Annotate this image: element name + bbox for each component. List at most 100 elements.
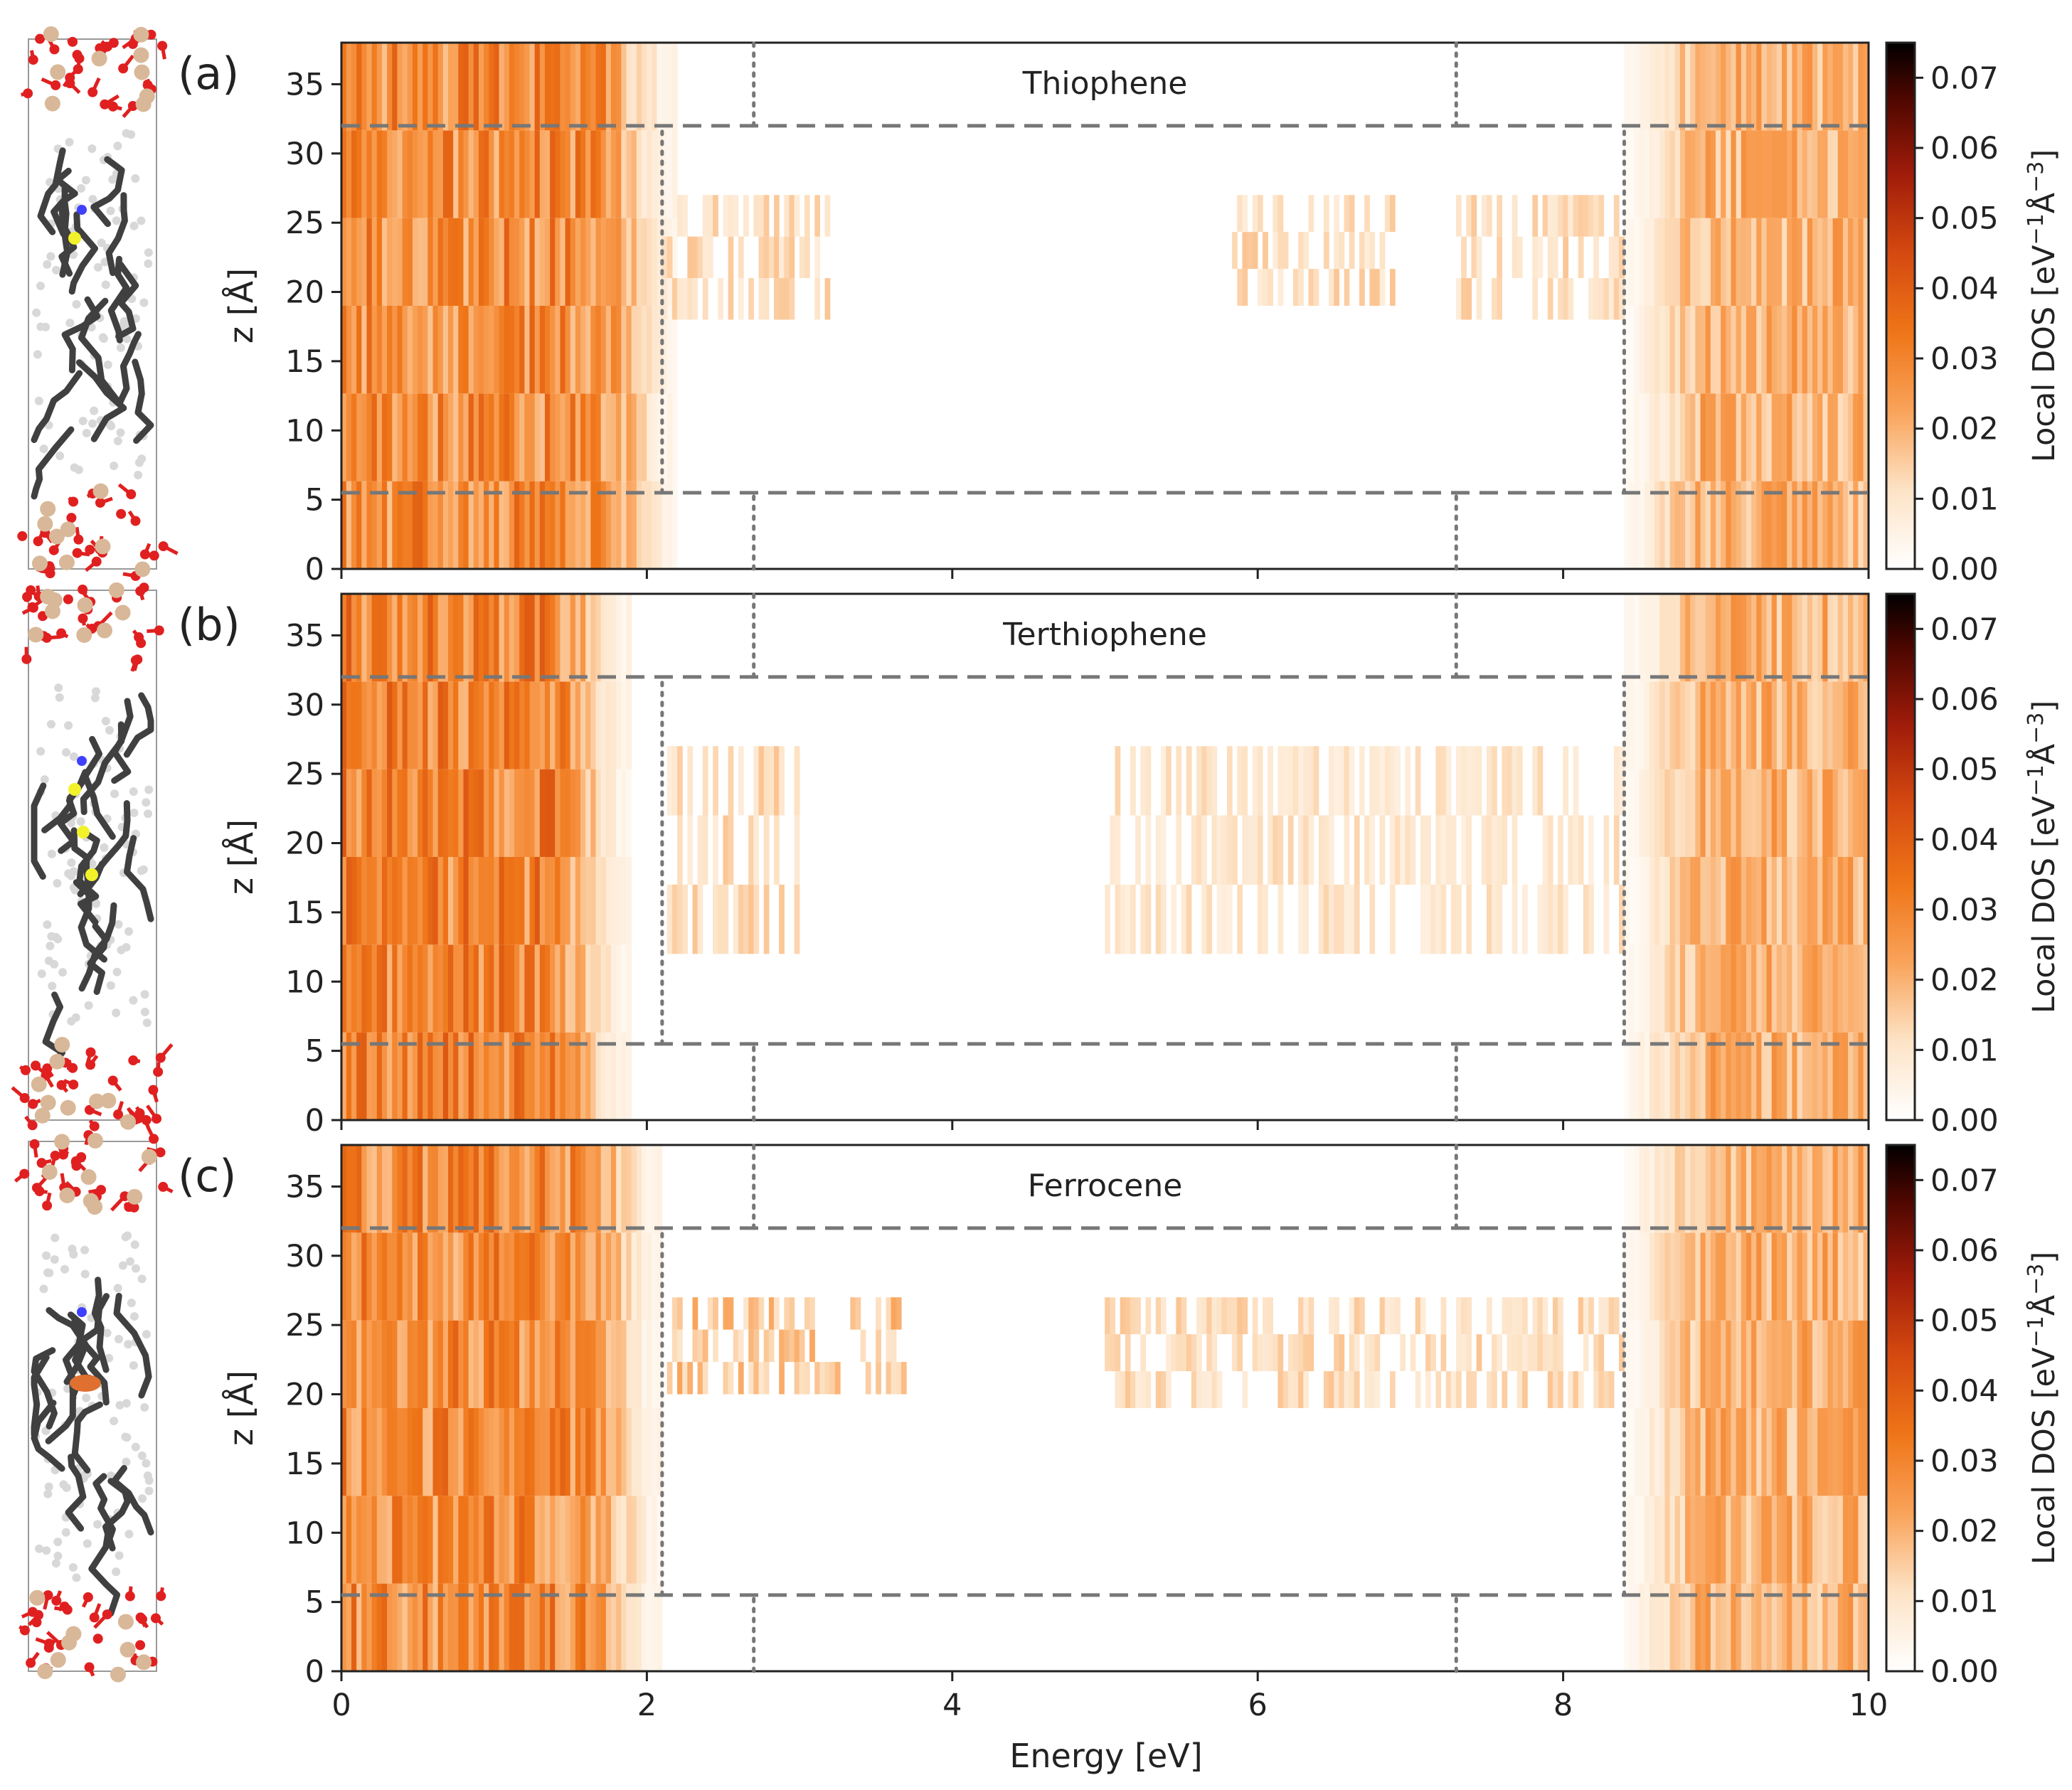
heatmap-cell — [585, 1408, 591, 1496]
hydrogen-atom — [36, 747, 46, 756]
heatmap-cell — [407, 218, 413, 306]
oxygen-atom — [70, 1157, 81, 1168]
hydrogen-atom — [46, 942, 55, 951]
heatmap-cell — [1700, 218, 1706, 306]
hydrogen-atom — [124, 927, 134, 936]
heatmap-cell — [427, 218, 434, 306]
heatmap-cell — [1746, 43, 1752, 131]
heatmap-cell — [524, 1583, 531, 1671]
heatmap-cell — [1782, 306, 1787, 394]
heatmap-cell — [1853, 1232, 1859, 1321]
heatmap-cell — [423, 481, 428, 569]
heatmap-cell — [779, 236, 785, 279]
heatmap-cell — [437, 1320, 444, 1408]
heatmap-cell — [1461, 1334, 1467, 1372]
heatmap-cell — [1537, 1334, 1544, 1372]
heatmap-cell — [585, 944, 591, 1033]
heatmap-cell — [478, 306, 484, 394]
heatmap-cell — [1761, 1408, 1768, 1496]
hydrogen-atom — [93, 262, 102, 272]
heatmap-cell — [1654, 1232, 1660, 1321]
hydrogen-atom — [80, 1245, 90, 1254]
silicon-atom — [141, 1149, 157, 1165]
heatmap-cell — [1237, 884, 1243, 954]
heatmap-cell — [418, 857, 423, 945]
heatmap-cell — [570, 218, 576, 306]
heatmap-cell — [1232, 232, 1238, 270]
heatmap-cell — [1741, 1032, 1747, 1120]
heatmap-cell — [432, 306, 439, 394]
heatmap-cell — [1613, 815, 1620, 885]
heatmap-cell — [580, 218, 586, 306]
heatmap-cell — [437, 43, 444, 131]
heatmap-cell — [539, 393, 546, 481]
hydrogen-atom — [84, 1001, 93, 1010]
heatmap-cell — [1710, 1496, 1716, 1584]
oxygen-atom — [153, 1067, 164, 1077]
heatmap-cell — [1807, 1583, 1813, 1671]
heatmap-cell — [1639, 769, 1645, 857]
heatmap-cell — [1695, 1583, 1701, 1671]
heatmap-cell — [504, 481, 510, 569]
heatmap-cell — [418, 769, 423, 857]
heatmap-cell — [463, 1145, 469, 1233]
heatmap-cell — [381, 1232, 388, 1321]
heatmap-cell — [1842, 1496, 1849, 1584]
heatmap-cell — [412, 481, 418, 569]
heatmap-cell — [509, 1145, 515, 1233]
heatmap-cell — [1155, 815, 1162, 885]
heatmap-cell — [1858, 857, 1864, 945]
heatmap-cell — [1863, 481, 1869, 569]
heatmap-cell — [371, 393, 378, 481]
heatmap-cell — [590, 393, 597, 481]
heatmap-cell — [1201, 1297, 1207, 1335]
heatmap-cell — [407, 1032, 413, 1120]
heatmap-cell — [534, 43, 541, 131]
heatmap-cell — [560, 1583, 566, 1671]
heatmap-cell — [1242, 815, 1248, 885]
heatmap-cell — [1171, 1334, 1176, 1372]
heatmap-cell — [611, 43, 617, 131]
heatmap-cell — [641, 306, 647, 394]
heatmap-cell — [1532, 236, 1539, 279]
heatmap-cell — [397, 130, 403, 218]
heatmap-cell — [595, 1032, 602, 1120]
heatmap-cell — [1863, 681, 1869, 769]
heatmap-cell — [611, 681, 617, 769]
heatmap-cell — [662, 481, 668, 569]
hydrogen-atom — [44, 1482, 53, 1491]
heatmap-cell — [550, 1583, 556, 1671]
heatmap-cell — [1166, 1334, 1172, 1372]
heatmap-cell — [652, 393, 658, 481]
hydrogen-atom — [82, 1393, 91, 1402]
heatmap-cell — [585, 1232, 591, 1321]
heatmap-cell — [657, 306, 663, 394]
heatmap-cell — [575, 481, 581, 569]
heatmap-cell — [1497, 884, 1503, 954]
heatmap-cell — [1649, 481, 1655, 569]
heatmap-cell — [1644, 857, 1650, 945]
heatmap-cell — [1629, 681, 1635, 769]
heatmap-cell — [418, 1496, 423, 1584]
heatmap-cell — [356, 1145, 362, 1233]
oxygen-atom — [85, 1047, 96, 1058]
y-tick-label: 20 — [285, 275, 324, 311]
heatmap-cell — [1649, 1032, 1655, 1120]
heatmap-cell — [1669, 1408, 1676, 1496]
heatmap-cell — [662, 393, 668, 481]
heatmap-cell — [1466, 1371, 1472, 1408]
heatmap-cell — [590, 481, 597, 569]
heatmap-cell — [570, 681, 576, 769]
colorbar — [1885, 41, 1916, 570]
heatmap-cell — [794, 815, 800, 885]
oxygen-atom — [66, 513, 77, 523]
heatmap-cell — [1669, 1320, 1676, 1408]
heatmap-cell — [346, 130, 352, 218]
y-axis-label: z [Å] — [222, 819, 260, 895]
hydrogen-atom — [114, 1334, 123, 1343]
heatmap-cell — [397, 218, 403, 306]
heatmap-cell — [519, 1583, 525, 1671]
heatmap-cell — [544, 481, 551, 569]
oxygen-atom — [19, 1093, 30, 1104]
heatmap-cell — [484, 481, 489, 569]
